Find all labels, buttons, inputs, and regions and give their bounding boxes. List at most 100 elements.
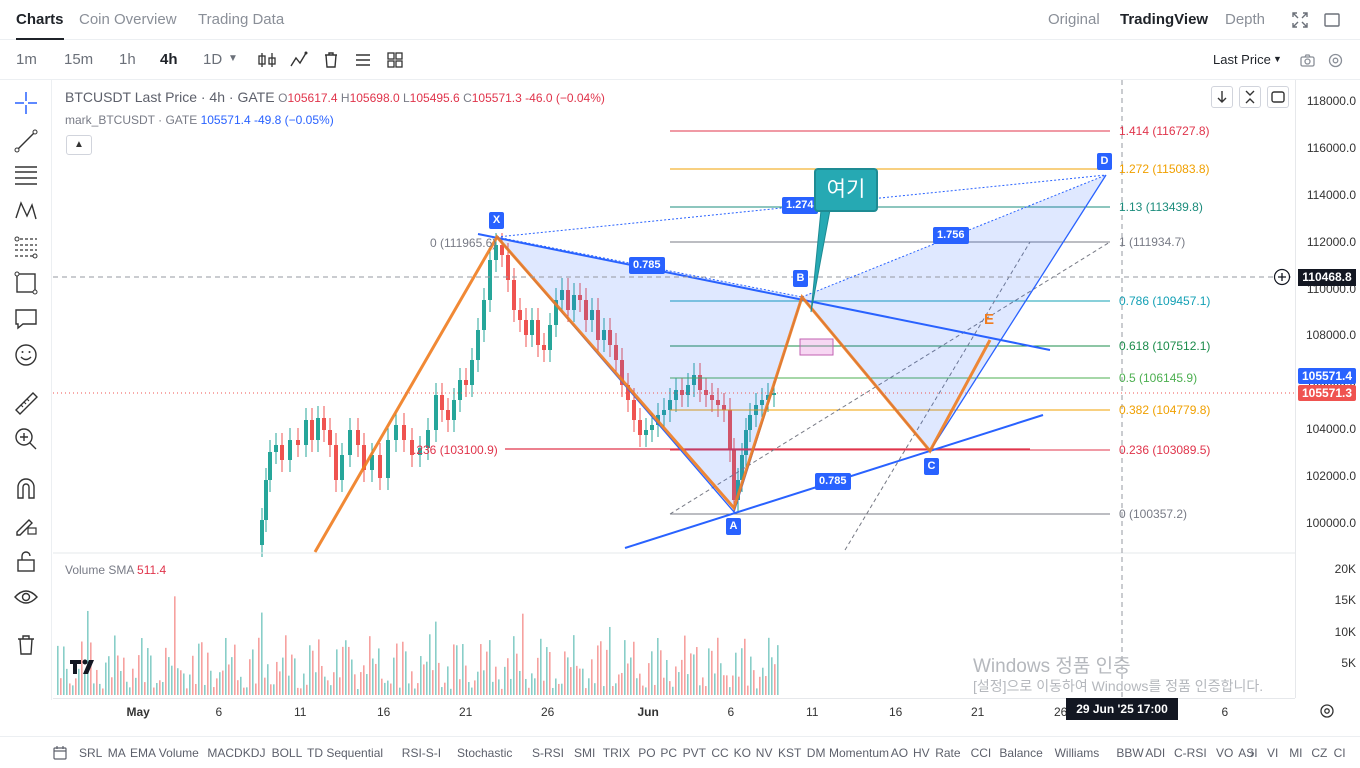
draw-lock-icon[interactable] — [13, 512, 39, 538]
point-b-label[interactable]: B — [793, 270, 808, 287]
trash-icon[interactable] — [321, 50, 341, 70]
layout-grid-icon[interactable] — [385, 50, 405, 70]
unlock-icon[interactable] — [13, 548, 39, 574]
view-original[interactable]: Original — [1048, 11, 1100, 28]
collapse-button[interactable] — [1239, 86, 1261, 108]
price-mode-chevron-icon[interactable]: ▼ — [1273, 54, 1282, 64]
point-c-label[interactable]: C — [924, 458, 939, 475]
ratio-bd-label[interactable]: 1.274 — [782, 197, 818, 214]
indicator-cc[interactable]: CC — [711, 746, 729, 760]
indicator-rsi-s-i[interactable]: RSI-S-I — [401, 746, 442, 760]
indicator-stochastic[interactable]: Stochastic — [457, 746, 513, 760]
indicator-ci[interactable]: CI — [1333, 746, 1346, 760]
window-icon[interactable] — [1324, 12, 1340, 28]
indicators-icon[interactable] — [289, 50, 309, 70]
indicator-williams[interactable]: Williams — [1054, 746, 1100, 760]
indicator-ma[interactable]: MA — [107, 746, 126, 760]
add-alert-icon[interactable] — [1273, 268, 1291, 286]
indicator-balance[interactable]: Balance — [999, 746, 1043, 760]
zoom-in-icon[interactable] — [13, 426, 39, 452]
interval-15m[interactable]: 15m — [64, 51, 94, 68]
indicator-bbw[interactable]: BBW — [1116, 746, 1144, 760]
chart-pane[interactable] — [53, 80, 1295, 698]
horizontal-lines-icon[interactable] — [13, 162, 39, 188]
indicator-smi[interactable]: SMI — [574, 746, 596, 760]
indicator-c-rsi[interactable]: C-RSI — [1174, 746, 1207, 760]
indicator-ema[interactable]: EMA — [130, 746, 157, 760]
maximize-button[interactable] — [1267, 86, 1289, 108]
indicator-momentum[interactable]: Momentum — [829, 746, 890, 760]
indicator-pc[interactable]: PC — [660, 746, 678, 760]
interval-1d[interactable]: 1D — [203, 51, 223, 68]
indicator-asi[interactable]: ASI — [1238, 746, 1258, 760]
view-tradingview[interactable]: TradingView — [1120, 11, 1209, 28]
indicator-srl[interactable]: SRL — [79, 746, 103, 760]
calendar-icon[interactable] — [52, 745, 68, 761]
crosshair-icon[interactable] — [13, 90, 39, 116]
indicator-volume[interactable]: Volume — [158, 746, 199, 760]
emoji-icon[interactable] — [13, 342, 39, 368]
candle-type-icon[interactable] — [257, 50, 277, 70]
indicator-cci[interactable]: CCI — [970, 746, 992, 760]
trendline-icon[interactable] — [13, 128, 39, 154]
indicator-kdj[interactable]: KDJ — [242, 746, 266, 760]
indicator-adi[interactable]: ADI — [1145, 746, 1166, 760]
indicator-boll[interactable]: BOLL — [271, 746, 303, 760]
indicator-s-rsi[interactable]: S-RSI — [532, 746, 565, 760]
scroll-down-button[interactable] — [1211, 86, 1233, 108]
interval-4h[interactable]: 4h — [160, 51, 178, 68]
magnet-icon[interactable] — [13, 476, 39, 502]
indicator-rate[interactable]: Rate — [935, 746, 961, 760]
indicator-pvt[interactable]: PVT — [682, 746, 706, 760]
tab-coin-overview[interactable]: Coin Overview — [79, 11, 177, 28]
point-d-label[interactable]: D — [1097, 153, 1112, 170]
tab-trading-data[interactable]: Trading Data — [198, 11, 285, 28]
indicator-nv[interactable]: NV — [755, 746, 773, 760]
pattern-icon[interactable] — [13, 198, 39, 224]
fib-icon[interactable] — [13, 234, 39, 260]
collapse-legend-button[interactable]: ▲ — [66, 135, 92, 155]
point-x-label[interactable]: X — [489, 212, 504, 229]
remove-drawings-icon[interactable] — [13, 632, 39, 658]
indicator-ao[interactable]: AO — [890, 746, 909, 760]
indicator-trix[interactable]: TRIX — [602, 746, 631, 760]
point-a-label[interactable]: A — [726, 518, 741, 535]
list-icon[interactable] — [353, 50, 373, 70]
ratio-xd-label[interactable]: 1.756 — [933, 227, 969, 244]
mark-value: 105571.4 — [200, 113, 251, 127]
ratio-ac-label[interactable]: 0.785 — [815, 473, 851, 490]
visibility-icon[interactable] — [13, 584, 39, 610]
interval-1h[interactable]: 1h — [119, 51, 136, 68]
camera-icon[interactable] — [1299, 52, 1316, 69]
indicator-ko[interactable]: KO — [733, 746, 751, 760]
indicator-macd[interactable]: MACD — [207, 746, 243, 760]
indicator-dm[interactable]: DM — [806, 746, 826, 760]
indicator-vo[interactable]: VO — [1216, 746, 1234, 760]
volume-bar — [537, 657, 539, 695]
ruler-icon[interactable] — [13, 390, 39, 416]
rectangle-icon[interactable] — [13, 270, 39, 296]
price-chart[interactable] — [53, 80, 1295, 698]
ratio-xb-label[interactable]: 0.785 — [629, 257, 665, 274]
indicator-mi[interactable]: MI — [1289, 746, 1303, 760]
indicator-td-sequential[interactable]: TD Sequential — [307, 746, 384, 760]
interval-1m[interactable]: 1m — [16, 51, 37, 68]
indicator-vi[interactable]: VI — [1267, 746, 1279, 760]
fullscreen-icon[interactable] — [1292, 12, 1308, 28]
view-depth[interactable]: Depth — [1225, 11, 1266, 28]
indicator-hv[interactable]: HV — [913, 746, 930, 760]
interval-dropdown-icon[interactable]: ▼ — [228, 53, 238, 64]
callout-note[interactable]: 여기 — [814, 168, 878, 212]
time-scale[interactable]: May 6 11 16 21 26 Jun 6 11 16 21 26 6 — [53, 698, 1295, 724]
indicator-po[interactable]: PO — [638, 746, 656, 760]
settings-icon[interactable] — [1327, 52, 1344, 69]
comment-icon[interactable] — [13, 306, 39, 332]
indicator-kst[interactable]: KST — [778, 746, 802, 760]
tab-charts[interactable]: Charts — [16, 11, 64, 40]
scroll-right-icon[interactable]: › — [1250, 744, 1255, 760]
volume-bar — [654, 684, 656, 695]
price-mode-select[interactable]: Last Price — [1213, 52, 1271, 67]
candle-body — [440, 395, 444, 410]
time-settings-icon[interactable] — [1318, 702, 1336, 720]
indicator-cz[interactable]: CZ — [1311, 746, 1328, 760]
